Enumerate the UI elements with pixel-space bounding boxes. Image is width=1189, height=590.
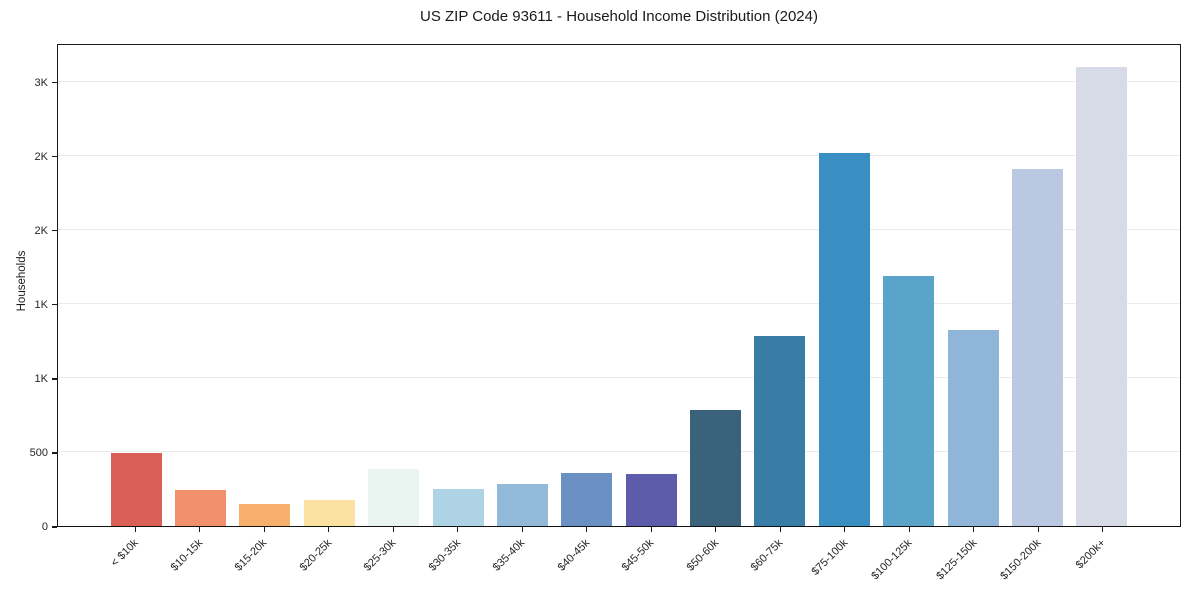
x-tick-mark (134, 527, 136, 532)
bar-$125-150k (947, 329, 999, 526)
y-tick-mark (52, 304, 57, 306)
x-tick-mark (392, 527, 394, 532)
bar-slot-$35-40k (490, 45, 554, 526)
bar-slot-$75-100k (812, 45, 876, 526)
y-tick-label: 2K (34, 150, 48, 163)
x-tick-label: $60-75k (749, 537, 786, 574)
x-tick-label: < $10k (108, 537, 141, 570)
bar-slot-$40-45k (555, 45, 619, 526)
y-tick-label: 1K (34, 298, 48, 311)
x-tick-label: $100-125k (869, 537, 915, 583)
bar-slot-$45-50k (619, 45, 683, 526)
x-tick-label: $75-100k (809, 537, 851, 578)
chart-title: US ZIP Code 93611 - Household Income Dis… (420, 8, 818, 25)
bar-slot-$60-75k (748, 45, 812, 526)
x-tick-mark (1102, 527, 1104, 532)
y-tick-mark (52, 526, 57, 528)
gridline (58, 228, 1180, 230)
bar-slot-$150-200k (1005, 45, 1069, 526)
x-tick-mark (715, 527, 717, 532)
bar-slot-$20-25k (297, 45, 361, 526)
bar-slot-< $10k (104, 45, 168, 526)
x-tick-mark (263, 527, 265, 532)
gridline (58, 376, 1180, 378)
bar-< $10k (110, 453, 162, 526)
x-tick-label: $30-35k (426, 537, 464, 574)
x-tick-label: $200k+ (1074, 537, 1109, 572)
x-tick-label: $25-30k (362, 537, 399, 574)
bar-$60-75k (754, 335, 806, 526)
x-tick-mark (844, 527, 846, 532)
gridline (58, 154, 1180, 156)
x-tick-mark (779, 527, 781, 532)
y-tick-label: 2K (34, 224, 48, 237)
bar-$30-35k (432, 488, 484, 526)
x-tick-mark (973, 527, 975, 532)
bar-$100-125k (883, 276, 935, 526)
x-tick-label: $50-60k (684, 537, 722, 574)
bar-$10-15k (175, 489, 227, 526)
bar-$50-60k (690, 409, 742, 526)
x-tick-mark (1037, 527, 1039, 532)
bar-$150-200k (1011, 168, 1063, 526)
plot-area (57, 44, 1181, 527)
bar-$25-30k (368, 468, 420, 526)
bar-slot-$10-15k (168, 45, 232, 526)
bar-slot-$50-60k (683, 45, 747, 526)
x-tick-mark (328, 527, 330, 532)
bar-slot-$100-125k (877, 45, 941, 526)
y-tick-mark (52, 155, 57, 158)
x-tick-mark (457, 527, 459, 532)
x-tick-mark (908, 527, 910, 532)
bar-$45-50k (625, 474, 677, 526)
bar-slot-$25-30k (362, 45, 426, 526)
bar-$200k+ (1076, 67, 1128, 526)
y-tick-mark (52, 378, 57, 380)
y-tick-mark (52, 452, 57, 454)
bar-$75-100k (818, 153, 870, 526)
bar-slot-$30-35k (426, 45, 490, 526)
y-tick-label: 0 (41, 521, 48, 533)
y-tick-label: 3K (34, 76, 48, 89)
bar-$20-25k (303, 500, 355, 526)
bar-slot-$15-20k (233, 45, 297, 526)
bar-$35-40k (496, 483, 548, 526)
x-tick-label: $45-50k (620, 537, 657, 574)
bar-slot-$125-150k (941, 45, 1005, 526)
x-tick-label: $15-20k (233, 537, 270, 574)
bar-row (58, 45, 1180, 526)
x-tick-mark (650, 527, 652, 532)
gridline (58, 450, 1180, 452)
bar-slot-$200k+ (1070, 45, 1134, 526)
x-tick-label: $20-25k (297, 537, 335, 574)
gridline (58, 302, 1180, 304)
y-tick-label: 1K (34, 372, 48, 385)
x-tick-label: $150-200k (998, 537, 1044, 583)
x-tick-label: $10-15k (168, 537, 206, 574)
bar-$15-20k (239, 503, 291, 526)
x-tick-label: $125-150k (933, 537, 980, 583)
bar-$40-45k (561, 473, 613, 526)
y-tick-mark (52, 229, 57, 232)
gridline (58, 80, 1180, 82)
x-tick-mark (199, 527, 201, 532)
x-tick-label: $35-40k (491, 537, 528, 574)
x-tick-mark (521, 527, 523, 532)
y-axis-label: Households (16, 250, 28, 312)
y-tick-label: 500 (29, 446, 48, 459)
x-tick-mark (586, 527, 588, 532)
y-tick-mark (52, 81, 57, 84)
x-tick-label: $40-45k (555, 537, 593, 574)
